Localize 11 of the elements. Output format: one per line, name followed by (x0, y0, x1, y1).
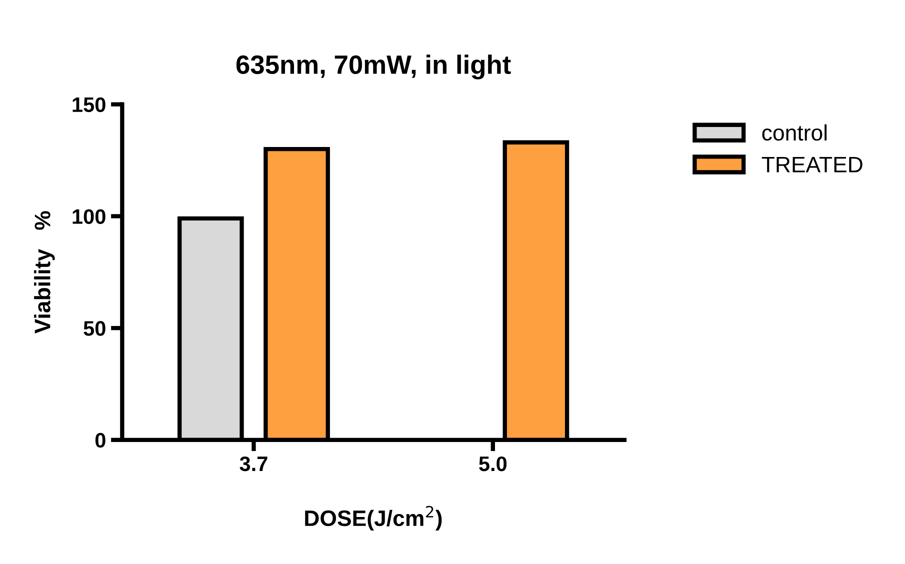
x-tick-label: 5.0 (479, 456, 507, 472)
y-tick-label: 0 (95, 432, 106, 448)
x-tick-label: 3.7 (240, 456, 268, 472)
y-axis-title: Viability % (34, 211, 55, 334)
x-axis-title: DOSE(J/cm$^{2}$) (305, 506, 442, 531)
y-tick-label: 100 (72, 209, 106, 224)
chart-title: 635nm, 70mW, in light (236, 54, 511, 80)
legend-label: TREATED (762, 156, 862, 172)
y-tick-label: 50 (84, 321, 106, 336)
y-tick-label: 150 (72, 97, 106, 112)
legend-label: control (762, 124, 827, 141)
